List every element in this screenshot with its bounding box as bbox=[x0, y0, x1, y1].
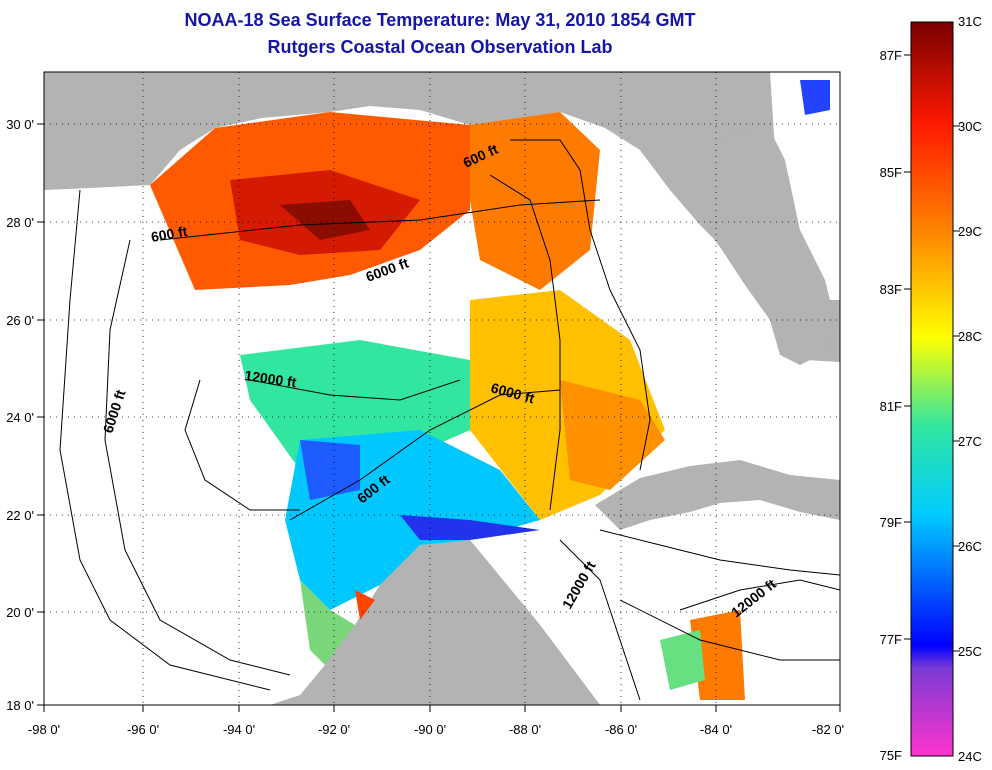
y-tick-label: 20 0' bbox=[6, 605, 34, 620]
map-title: NOAA-18 Sea Surface Temperature: May 31,… bbox=[184, 10, 696, 30]
y-tick-label: 28 0' bbox=[6, 215, 34, 230]
x-tick-label: -96 0' bbox=[127, 722, 159, 737]
colorbar bbox=[910, 21, 954, 757]
x-tick-label: -86 0' bbox=[605, 722, 637, 737]
colorbar-fahrenheit-label: 85F bbox=[880, 165, 902, 180]
colorbar-celsius-label: 31C bbox=[958, 14, 982, 29]
map-frame bbox=[43, 71, 841, 706]
yucatan-land bbox=[300, 540, 600, 705]
atlantic-water bbox=[770, 72, 840, 300]
colorbar-celsius-label: 30C bbox=[958, 119, 982, 134]
y-tick-label: 24 0' bbox=[6, 410, 34, 425]
y-tick-label: 26 0' bbox=[6, 313, 34, 328]
colorbar-celsius-label: 25C bbox=[958, 644, 982, 659]
colorbar-fahrenheit-label: 75F bbox=[880, 748, 902, 763]
colorbar-celsius-label: 26C bbox=[958, 539, 982, 554]
x-tick-label: -84 0' bbox=[700, 722, 732, 737]
contour-label-600ft-west: 600 ft bbox=[150, 223, 189, 245]
colorbar-fahrenheit-label: 83F bbox=[880, 282, 902, 297]
graticule bbox=[44, 72, 840, 705]
y-tick-label: 30 0' bbox=[6, 117, 34, 132]
sst-data-overlay bbox=[150, 80, 830, 700]
x-tick-label: -88 0' bbox=[509, 722, 541, 737]
y-tick-label: 22 0' bbox=[6, 508, 34, 523]
x-tick-label: -90 0' bbox=[414, 722, 446, 737]
map-subtitle: Rutgers Coastal Ocean Observation Lab bbox=[267, 37, 613, 57]
colorbar-celsius-label: 28C bbox=[958, 329, 982, 344]
colorbar-celsius-label: 24C bbox=[958, 749, 982, 764]
colorbar-celsius-label: 29C bbox=[958, 224, 982, 239]
colorbar-ticks bbox=[904, 54, 960, 652]
x-tick-label: -98 0' bbox=[28, 722, 60, 737]
x-tick-label: -82 0' bbox=[812, 722, 844, 737]
colorbar-fahrenheit-label: 87F bbox=[880, 48, 902, 63]
x-tick-label: -94 0' bbox=[223, 722, 255, 737]
colorbar-fahrenheit-label: 77F bbox=[880, 632, 902, 647]
contour-label-12000ft-central: 12000 ft bbox=[244, 367, 298, 390]
florida-land bbox=[640, 120, 835, 365]
bathymetry-contours bbox=[59, 139, 840, 701]
axis-ticks bbox=[37, 123, 841, 712]
colorbar-fahrenheit-label: 81F bbox=[880, 399, 902, 414]
x-tick-label: -92 0' bbox=[318, 722, 350, 737]
y-tick-label: 18 0' bbox=[6, 698, 34, 713]
colorbar-celsius-label: 27C bbox=[958, 434, 982, 449]
colorbar-fahrenheit-label: 79F bbox=[880, 515, 902, 530]
cuba-land bbox=[595, 460, 840, 530]
